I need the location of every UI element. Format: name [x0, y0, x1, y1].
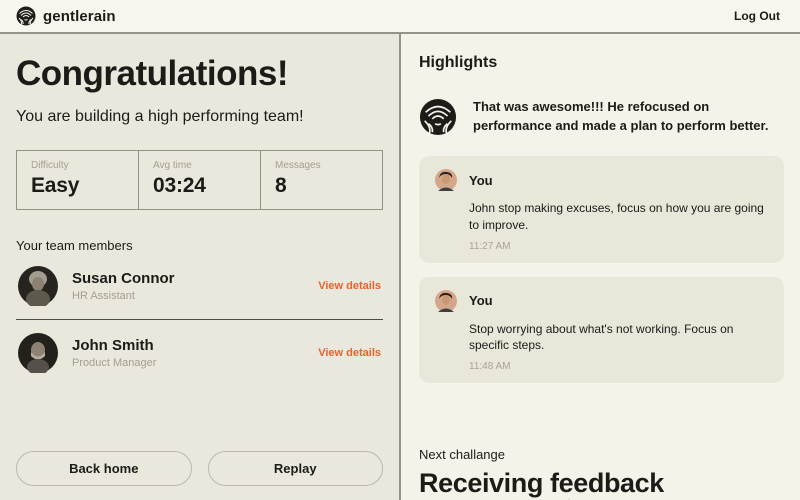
stat-label: Avg time — [153, 160, 192, 171]
highlight-summary-text: That was awesome!!! He refocused on perf… — [473, 99, 769, 133]
highlight-summary-row: That was awesome!!! He refocused on perf… — [419, 98, 784, 136]
highlight-message-card: You John stop making excuses, focus on h… — [419, 156, 784, 263]
logout-button[interactable]: Log Out — [734, 9, 780, 23]
view-details-link[interactable]: View details — [318, 280, 381, 292]
next-challenge-label: Next challange — [419, 447, 505, 463]
team-member-row: Susan Connor HR Assistant View details — [16, 253, 383, 319]
team-member-row: John Smith Product Manager View details — [16, 319, 383, 386]
message-header: You — [435, 169, 768, 191]
page-title: Congratulations! — [16, 54, 288, 93]
message-timestamp: 11:27 AM — [469, 240, 511, 252]
view-details-link[interactable]: View details — [318, 347, 381, 359]
session-stats-table: Difficulty Easy Avg time 03:24 Messages … — [16, 150, 383, 210]
message-text: John stop making excuses, focus on how y… — [469, 201, 764, 232]
next-challenge-title: Receiving feedback — [419, 468, 664, 499]
sender-avatar — [435, 289, 457, 312]
sender-avatar — [435, 169, 457, 191]
brand-logo-icon — [16, 6, 36, 26]
member-name: John Smith — [72, 337, 154, 354]
message-header: You — [435, 289, 768, 312]
message-text: Stop worrying about what's not working. … — [469, 321, 734, 353]
stat-messages: Messages 8 — [261, 151, 382, 209]
stat-label: Difficulty — [31, 160, 69, 171]
stat-value: 8 — [275, 174, 287, 197]
results-panel: Congratulations! You are building a high… — [0, 34, 401, 500]
member-avatar — [18, 266, 58, 306]
page-subtitle: You are building a high performing team! — [16, 108, 304, 125]
brand: gentlerain — [16, 6, 116, 26]
member-info: Susan Connor HR Assistant — [72, 270, 175, 302]
coach-logo-icon — [419, 98, 457, 136]
message-sender: You — [469, 293, 493, 309]
stat-value: Easy — [31, 174, 80, 197]
stat-avg-time: Avg time 03:24 — [139, 151, 261, 209]
member-role: Product Manager — [72, 357, 157, 369]
main-content: Congratulations! You are building a high… — [0, 34, 800, 500]
stat-difficulty: Difficulty Easy — [17, 151, 139, 209]
member-avatar — [18, 333, 58, 373]
member-role: HR Assistant — [72, 290, 135, 302]
app-header: gentlerain Log Out — [0, 0, 800, 34]
member-info: John Smith Product Manager — [72, 337, 156, 369]
member-name: Susan Connor — [72, 270, 175, 287]
stat-value: 03:24 — [153, 174, 206, 197]
results-actions: Back home Replay — [16, 451, 383, 486]
stat-label: Messages — [275, 160, 321, 171]
message-sender: You — [469, 172, 493, 188]
highlight-message-card: You Stop worrying about what's not worki… — [419, 276, 784, 384]
team-section-title: Your team members — [16, 238, 133, 253]
message-timestamp: 11:48 AM — [469, 361, 511, 373]
brand-name: gentlerain — [43, 7, 116, 25]
replay-button[interactable]: Replay — [207, 451, 383, 486]
back-home-button[interactable]: Back home — [16, 451, 192, 486]
highlights-panel: Highlights That was — [401, 34, 800, 500]
highlights-title: Highlights — [419, 54, 498, 71]
